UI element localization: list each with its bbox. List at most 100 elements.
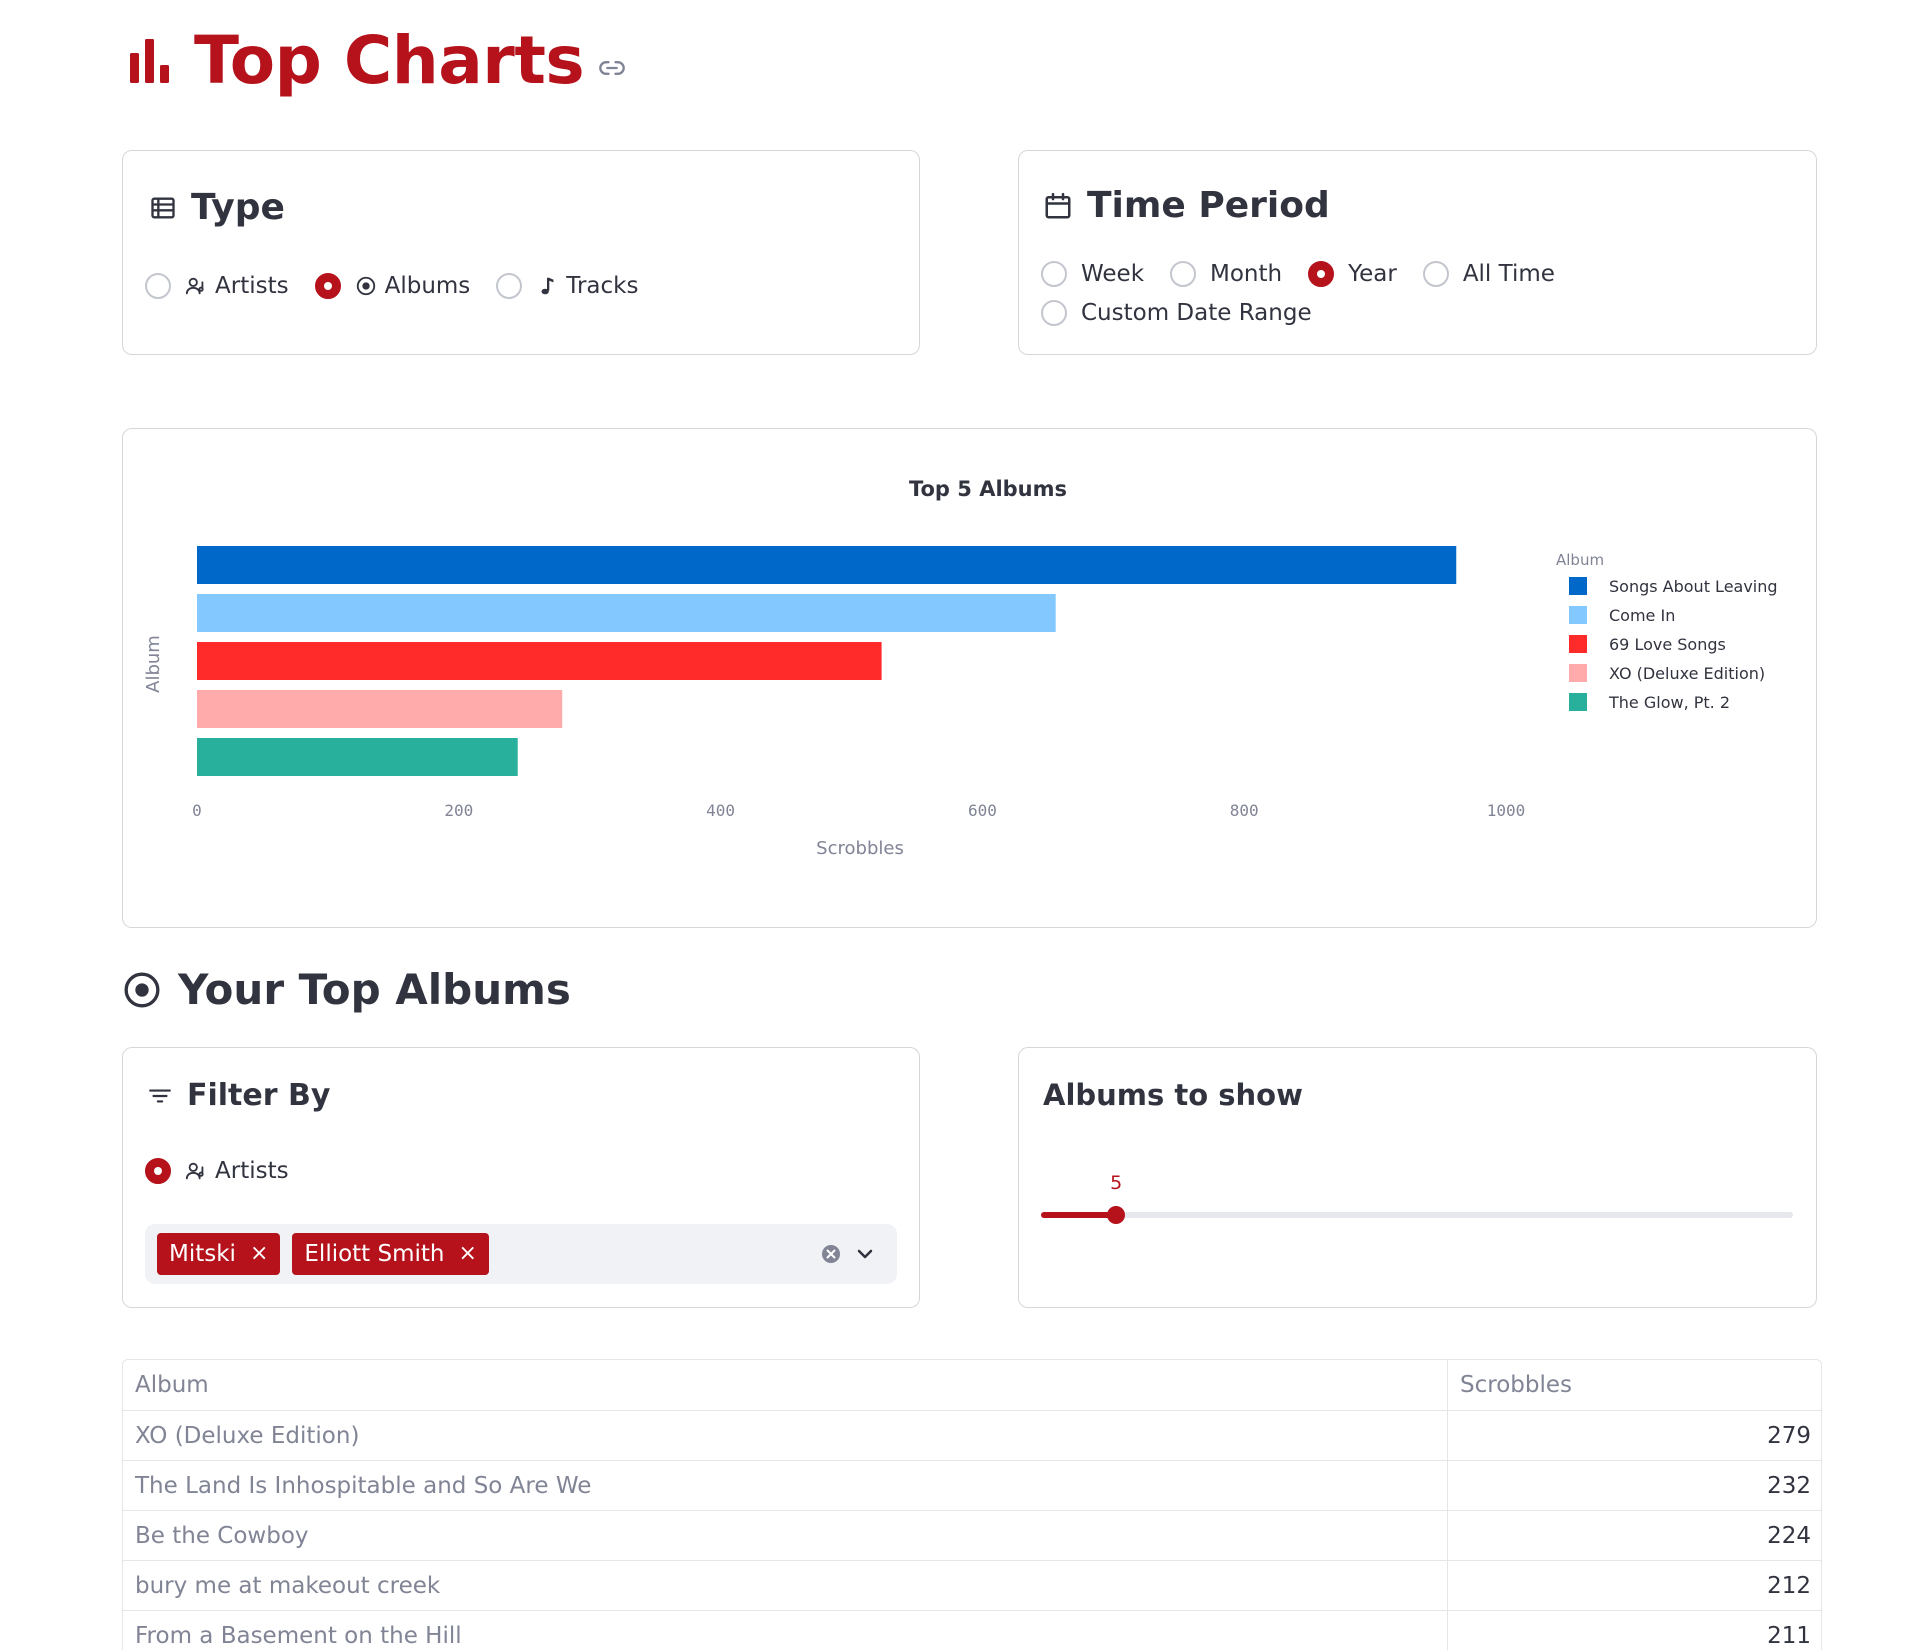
time-period-heading-text: Time Period: [1087, 185, 1330, 226]
artist-multiselect[interactable]: Mitski × Elliott Smith ×: [145, 1224, 897, 1284]
radio-button[interactable]: [1422, 261, 1449, 287]
y-axis-label: Album: [143, 635, 164, 693]
chart-card: Top 5 Albums Album Scrobbles Album 0 200 4…: [122, 428, 1817, 928]
top-albums-table: Album Scrobbles XO (Deluxe Edition) 279 …: [122, 1359, 1822, 1650]
legend-swatch[interactable]: [1569, 664, 1587, 682]
type-option-label: Albums: [384, 273, 471, 299]
legend-swatch[interactable]: [1569, 693, 1587, 711]
tag-label: Elliott Smith: [304, 1241, 445, 1267]
time-option-label: All Time: [1462, 261, 1555, 287]
clear-all-icon[interactable]: [821, 1244, 841, 1264]
table-row: The Land Is Inhospitable and So Are We 2…: [123, 1460, 1821, 1510]
type-option-tracks[interactable]: Tracks: [496, 273, 638, 299]
x-tick-label: 600: [968, 801, 997, 820]
bar-chart-icon: [130, 39, 169, 83]
scrobbles-cell: 224: [1767, 1522, 1811, 1549]
albums-to-show-heading: Albums to show: [1043, 1078, 1303, 1112]
legend-label[interactable]: Songs About Leaving: [1609, 577, 1778, 596]
album-cell: bury me at makeout creek: [123, 1561, 1448, 1610]
filter-radio-group: Artists: [145, 1158, 315, 1184]
radio-button-selected[interactable]: [314, 273, 341, 299]
time-radio-group: Week Month Year All Time: [1041, 261, 1581, 287]
chart-title: Top 5 Albums: [909, 477, 1067, 501]
column-header-album[interactable]: Album: [123, 1360, 1448, 1410]
scrobbles-cell: 232: [1767, 1472, 1811, 1499]
album-cell: XO (Deluxe Edition): [123, 1411, 1448, 1460]
radio-button-selected[interactable]: [145, 1158, 171, 1184]
type-option-albums[interactable]: Albums: [314, 273, 471, 299]
legend-swatch[interactable]: [1569, 606, 1587, 624]
albums-to-show-card: Albums to show 5: [1018, 1047, 1817, 1308]
radio-button[interactable]: [496, 273, 523, 299]
albums-to-show-heading-text: Albums to show: [1043, 1078, 1303, 1112]
artist-icon: [185, 277, 204, 295]
calendar-icon: [1045, 192, 1071, 218]
radio-button[interactable]: [1041, 261, 1067, 287]
legend-label[interactable]: The Glow, Pt. 2: [1608, 693, 1730, 712]
filter-icon: [149, 1089, 171, 1102]
link-icon[interactable]: [598, 54, 626, 82]
table-row: bury me at makeout creek 212: [123, 1560, 1821, 1610]
radio-button-selected[interactable]: [1308, 261, 1335, 287]
top-albums-bar-chart: Top 5 Albums Album Scrobbles Album 0 200 4…: [143, 477, 1778, 859]
time-option-label: Week: [1081, 261, 1145, 287]
section-heading-text: Your Top Albums: [178, 965, 571, 1014]
legend: Songs About Leaving Come In 69 Love Songs X…: [1569, 577, 1778, 712]
slider-value-label: 5: [1110, 1172, 1123, 1194]
legend-label[interactable]: XO (Deluxe Edition): [1609, 664, 1765, 683]
table-row: Be the Cowboy 224: [123, 1510, 1821, 1560]
time-option-month[interactable]: Month: [1170, 261, 1282, 287]
slider-thumb[interactable]: [1107, 1206, 1126, 1224]
legend-swatch[interactable]: [1569, 635, 1587, 653]
bar-xo-deluxe-edition[interactable]: [197, 690, 563, 728]
type-option-artists[interactable]: Artists: [145, 273, 289, 299]
time-option-label: Month: [1210, 261, 1283, 287]
time-option-all-time[interactable]: All Time: [1422, 261, 1555, 287]
tag-remove-icon[interactable]: ×: [458, 1241, 477, 1266]
artist-icon: [185, 1162, 204, 1180]
time-option-label: Year: [1348, 261, 1397, 287]
time-option-year[interactable]: Year: [1308, 261, 1397, 287]
radio-button[interactable]: [145, 273, 171, 299]
time-period-heading: Time Period: [1043, 185, 1330, 226]
x-tick-label: 0: [192, 801, 202, 820]
scrobbles-cell: 211: [1767, 1622, 1811, 1649]
slider-fill: [1041, 1212, 1117, 1218]
table-row: From a Basement on the Hill 211: [123, 1610, 1821, 1650]
chevron-down-icon[interactable]: [853, 1242, 877, 1266]
table-header: Album Scrobbles: [123, 1360, 1821, 1410]
time-period-card: Time Period Week Month Year All Time Cus…: [1018, 150, 1817, 355]
tag-elliott-smith: Elliott Smith ×: [292, 1233, 489, 1275]
album-cell: From a Basement on the Hill: [123, 1611, 1448, 1650]
bar-come-in[interactable]: [197, 594, 1056, 632]
time-option-custom-range[interactable]: Custom Date Range: [1041, 300, 1312, 326]
column-header-scrobbles[interactable]: Scrobbles: [1460, 1372, 1572, 1398]
tag-remove-icon[interactable]: ×: [249, 1241, 269, 1266]
album-icon: [124, 972, 160, 1007]
albums-slider[interactable]: [1041, 1206, 1793, 1224]
album-cell: Be the Cowboy: [123, 1511, 1448, 1560]
x-axis-label: Scrobbles: [816, 838, 904, 859]
tag-mitski: Mitski ×: [157, 1233, 281, 1275]
time-option-label: Custom Date Range: [1081, 300, 1312, 326]
radio-button[interactable]: [1170, 261, 1197, 287]
radio-button[interactable]: [1041, 300, 1067, 326]
page-title-text: Top Charts: [194, 21, 585, 99]
legend-label[interactable]: 69 Love Songs: [1609, 635, 1726, 654]
album-icon: [356, 276, 375, 296]
type-option-label: Tracks: [566, 273, 639, 299]
type-heading: Type: [149, 187, 285, 228]
legend-label[interactable]: Come In: [1609, 606, 1675, 625]
bar-the-glow-pt-2[interactable]: [197, 738, 518, 776]
filter-heading-text: Filter By: [187, 1078, 331, 1113]
x-tick-label: 400: [706, 801, 735, 820]
filter-option-artists[interactable]: Artists: [145, 1158, 289, 1184]
bar-songs-about-leaving[interactable]: [197, 546, 1457, 584]
x-tick-label: 800: [1230, 801, 1259, 820]
bar-69-love-songs[interactable]: [197, 642, 882, 680]
time-option-week[interactable]: Week: [1041, 261, 1144, 287]
x-tick-label: 200: [444, 801, 473, 820]
legend-swatch[interactable]: [1569, 577, 1587, 595]
filter-heading: Filter By: [147, 1078, 330, 1113]
legend-title: Album: [1556, 551, 1604, 569]
